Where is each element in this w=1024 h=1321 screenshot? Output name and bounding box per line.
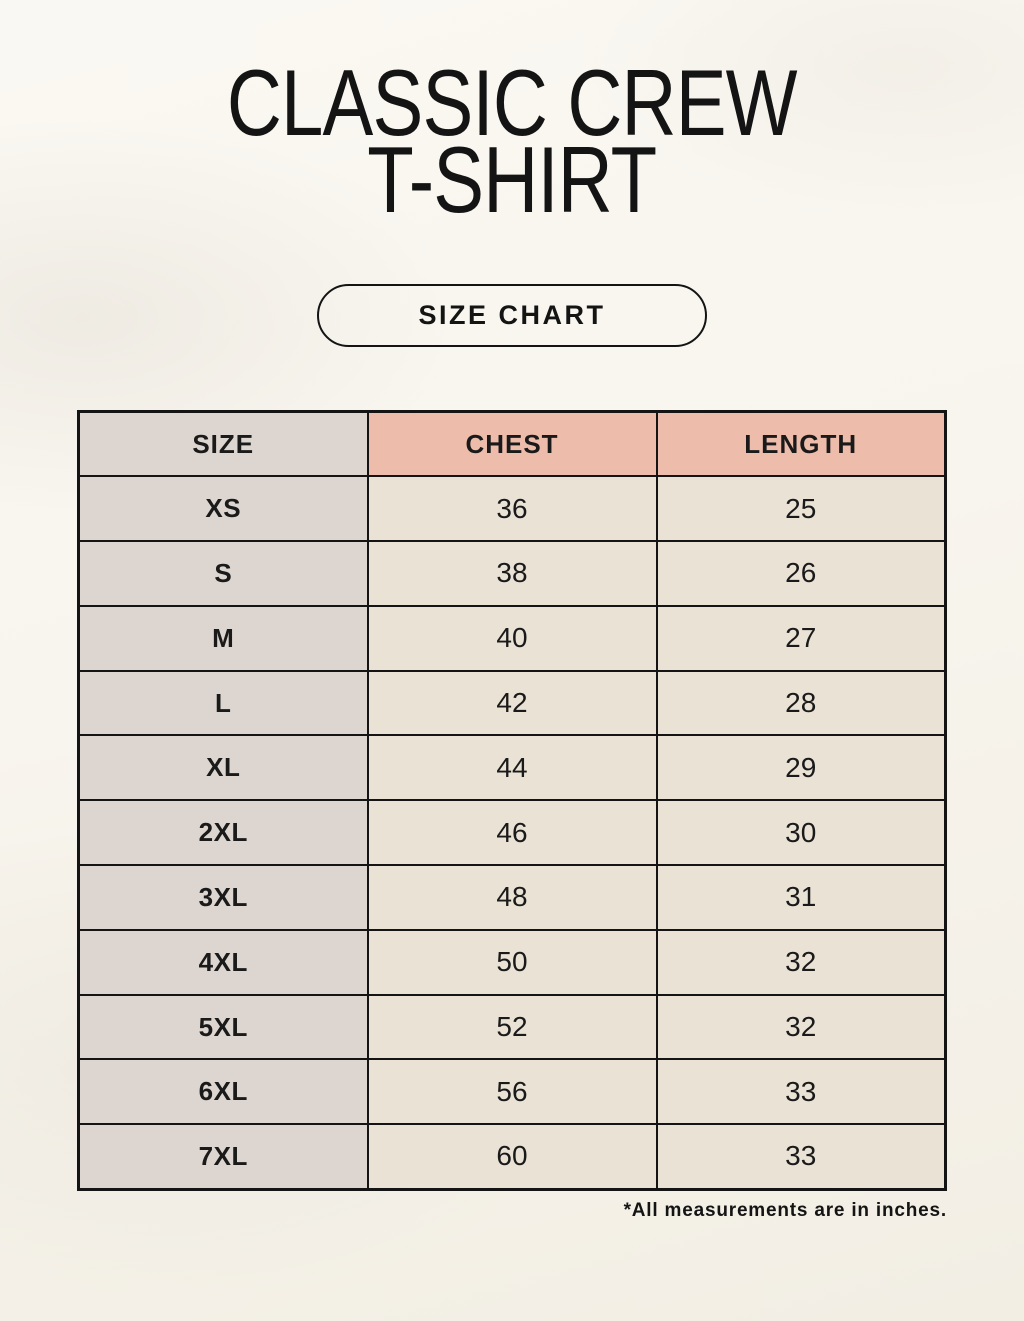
size-cell: 7XL: [77, 1123, 369, 1191]
chest-cell: 60: [366, 1123, 658, 1191]
size-cell: XL: [77, 734, 369, 802]
size-cell: 4XL: [77, 928, 369, 996]
length-cell: 28: [655, 669, 947, 737]
size-chart-badge[interactable]: SIZE CHART: [317, 284, 707, 347]
table-row: S 38 26: [77, 540, 947, 607]
measurements-footnote: *All measurements are in inches.: [623, 1199, 947, 1221]
length-cell: 30: [655, 799, 947, 867]
length-cell: 32: [655, 928, 947, 996]
table-row: M 40 27: [77, 604, 947, 672]
length-cell: 32: [655, 993, 947, 1061]
length-cell: 33: [655, 1058, 947, 1126]
page-title-line1: CLASSIC CREW: [227, 50, 798, 155]
table-row: 3XL 48 31: [77, 864, 947, 931]
size-table-head: SIZE CHEST LENGTH: [77, 410, 947, 478]
table-row: XS 36 25: [77, 475, 947, 543]
length-cell: 31: [655, 864, 947, 931]
page-title-line2: T-SHIRT: [367, 127, 657, 232]
header-row: SIZE CHEST LENGTH: [77, 410, 947, 478]
chest-cell: 50: [366, 928, 658, 996]
chest-cell: 44: [366, 734, 658, 802]
size-cell: XS: [77, 475, 369, 543]
table-row: 2XL 46 30: [77, 799, 947, 867]
chest-cell: 46: [366, 799, 658, 867]
size-cell: 2XL: [77, 799, 369, 867]
chest-cell: 36: [366, 475, 658, 543]
size-table-body: XS 36 25 S 38 26 M 40 27 L 42 28 XL 44 29 2XL 46 30 3XL 48 3…: [77, 475, 947, 1191]
size-table: SIZE CHEST LENGTH XS 36 25 S 38 26 M 40 27 L 42 28 X…: [77, 410, 947, 1191]
size-cell: 5XL: [77, 993, 369, 1061]
column-header-size: SIZE: [77, 410, 369, 478]
page-title: CLASSIC CREW T-SHIRT: [160, 50, 864, 232]
table-row: 7XL 60 33: [77, 1123, 947, 1191]
chest-cell: 52: [366, 993, 658, 1061]
length-cell: 29: [655, 734, 947, 802]
length-cell: 25: [655, 475, 947, 543]
table-row: 5XL 52 32: [77, 993, 947, 1061]
table-row: 6XL 56 33: [77, 1058, 947, 1126]
column-header-length: LENGTH: [655, 410, 947, 478]
table-row: XL 44 29: [77, 734, 947, 802]
size-cell: S: [77, 540, 369, 607]
chest-cell: 42: [366, 669, 658, 737]
chest-cell: 56: [366, 1058, 658, 1126]
size-cell: 6XL: [77, 1058, 369, 1126]
chest-cell: 40: [366, 604, 658, 672]
size-table-container: SIZE CHEST LENGTH XS 36 25 S 38 26 M 40 27 L 42 28 X…: [77, 410, 947, 1222]
size-cell: L: [77, 669, 369, 737]
length-cell: 27: [655, 604, 947, 672]
length-cell: 26: [655, 540, 947, 607]
table-row: 4XL 50 32: [77, 928, 947, 996]
column-header-chest: CHEST: [366, 410, 658, 478]
chest-cell: 38: [366, 540, 658, 607]
size-cell: M: [77, 604, 369, 672]
size-cell: 3XL: [77, 864, 369, 931]
chest-cell: 48: [366, 864, 658, 931]
length-cell: 33: [655, 1123, 947, 1191]
table-row: L 42 28: [77, 669, 947, 737]
